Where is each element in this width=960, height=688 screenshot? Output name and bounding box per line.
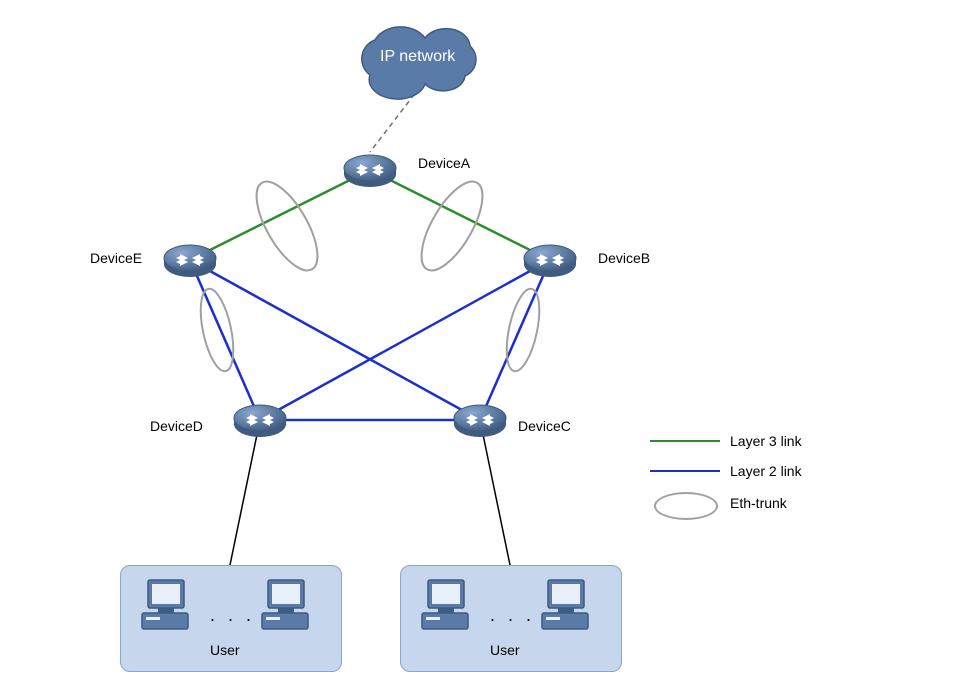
user-pc [140,575,200,635]
cloud-label: IP network [380,48,455,66]
legend-trunk-label: Eth-trunk [730,495,787,511]
deviceA-label: DeviceA [418,155,470,171]
legend-l2-line [650,470,720,472]
legend-l3-line [650,440,720,442]
user-group-label: User [210,642,240,658]
legend-l3-label: Layer 3 link [730,433,802,449]
user-pc [260,575,320,635]
user-pc [540,575,600,635]
deviceD-label: DeviceD [150,418,203,434]
ellipsis: . . . [210,605,255,626]
deviceC-label: DeviceC [518,418,571,434]
user-pc [420,575,480,635]
deviceB-label: DeviceB [598,250,650,266]
ellipsis: . . . [490,605,535,626]
legend-trunk-ellipse [654,492,718,520]
user-group-label: User [490,642,520,658]
legend-l2-label: Layer 2 link [730,463,802,479]
deviceE-label: DeviceE [90,250,142,266]
